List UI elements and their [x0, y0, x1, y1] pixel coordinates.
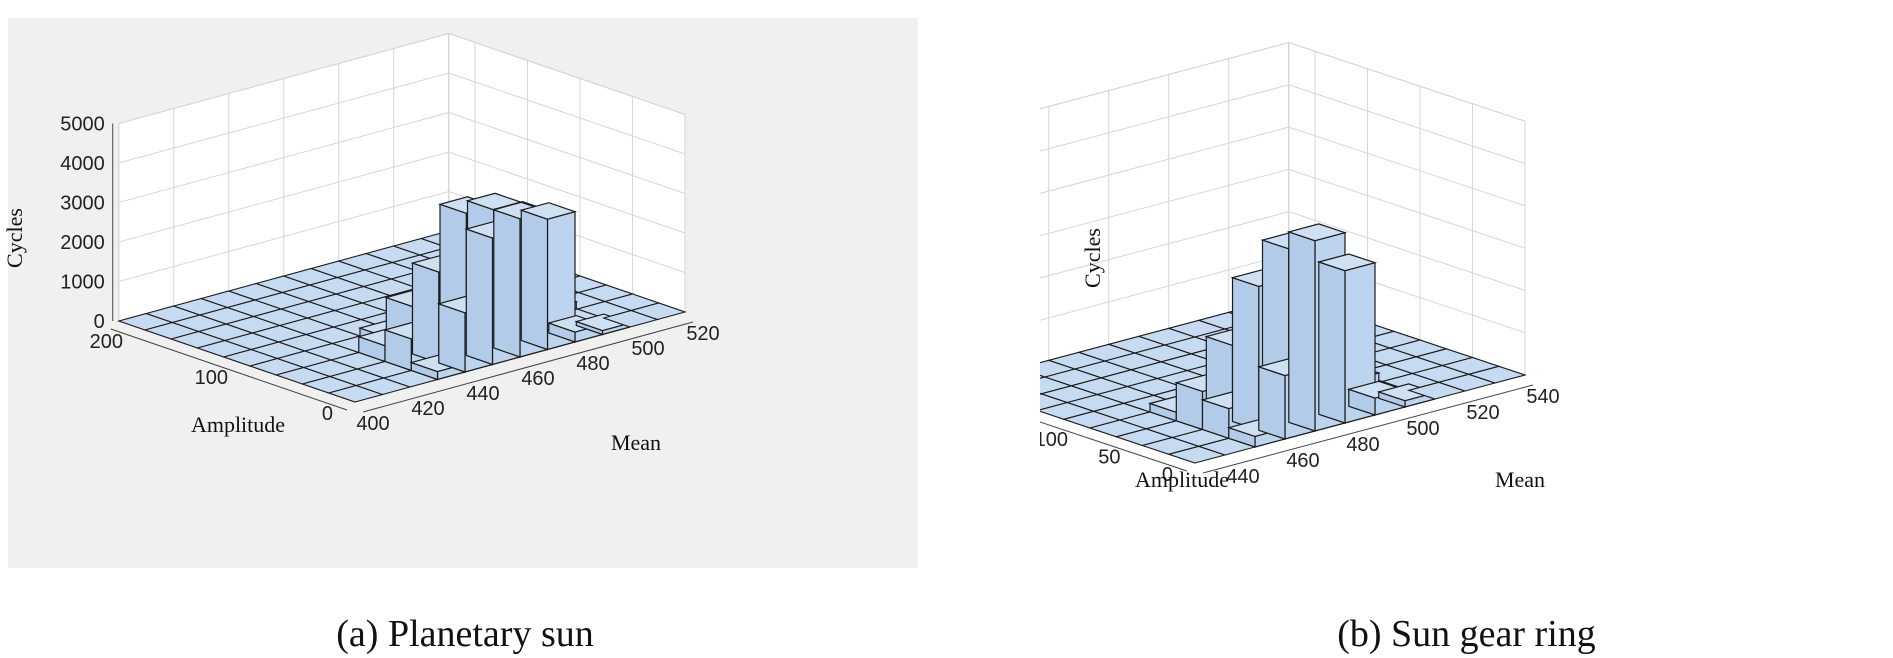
bar-face-side [438, 302, 466, 373]
z-tick-label: 0 [94, 311, 105, 333]
chart-panel-a: 0 1000 2000 3000 4000 5000 400 420 440 460 480 500 5… [0, 0, 930, 658]
floor-cell [1466, 365, 1527, 384]
z-tick-label: 4000 [60, 153, 105, 175]
amplitude-tick-label: 0 [322, 403, 333, 425]
mean-tick-label: 400 [356, 413, 389, 435]
amplitude-tick-label: 200 [90, 331, 123, 353]
amplitude-tick-label: 0 [1162, 464, 1173, 486]
z-tick-label: 1000 [60, 272, 105, 294]
amplitude-tick-label: 50 [1098, 447, 1120, 469]
bar-face-side [520, 209, 549, 351]
floor-cell-face [629, 302, 687, 321]
mean-tick-label: 500 [1406, 418, 1439, 440]
mean-axis-title: Mean [1495, 467, 1545, 492]
bar-face-top [574, 313, 633, 332]
mean-tick-label: 500 [631, 338, 664, 360]
bar-face-side [465, 228, 494, 366]
bar-face-side [1231, 276, 1260, 432]
amplitude-axis-line [1040, 421, 1188, 472]
z-tick-label: 5000 [60, 114, 105, 136]
mean-tick-label: 520 [686, 323, 719, 345]
floor-cell [629, 302, 687, 321]
mean-tick-label: 440 [1226, 466, 1259, 488]
mean-tick-label: 440 [466, 383, 499, 405]
mean-tick-label: 540 [1526, 386, 1559, 408]
bar-face-top [519, 202, 578, 220]
bar-face-side [1288, 231, 1316, 432]
bar-face-side [1258, 365, 1286, 440]
amplitude-axis-title: Amplitude [1135, 467, 1229, 492]
z-axis-title: Cycles [2, 208, 27, 268]
caption-a: (a) Planetary sun [336, 613, 594, 655]
amplitude-axis-line [110, 328, 348, 411]
mean-axis-line [1202, 384, 1534, 474]
mean-tick-label: 520 [1466, 402, 1499, 424]
mean-tick-label: 460 [521, 368, 554, 390]
mean-tick-label: 420 [411, 398, 444, 420]
mean-axis-line [362, 321, 694, 413]
amplitude-tick-label: 100 [1040, 429, 1068, 451]
bar-face-side [1318, 261, 1346, 424]
floor-cell-face [1466, 365, 1527, 384]
mean-tick-label: 480 [1346, 434, 1379, 456]
z-tick-label: 2000 [60, 232, 105, 254]
bar-face-top [1286, 223, 1348, 242]
bar-face-top [1316, 253, 1378, 272]
caption-b: (b) Sun gear ring [1337, 613, 1596, 655]
bar-face-side [411, 262, 440, 364]
amplitude-tick-label: 100 [195, 367, 228, 389]
mean-axis-title: Mean [611, 430, 661, 455]
z-axis-title: Cycles [1080, 228, 1105, 288]
bar [574, 313, 633, 336]
mean-tick-label: 480 [576, 353, 609, 375]
bar [519, 202, 578, 351]
bar3d-chart-a: 0100020003000400050004004204404604805005… [2, 32, 720, 455]
bar-face-side [493, 208, 521, 358]
bar [1316, 253, 1378, 424]
mean-tick-label: 460 [1286, 450, 1319, 472]
amplitude-axis-title: Amplitude [191, 412, 285, 437]
chart-panel-b: 0100020003000400050006000440460480500520… [1040, 0, 1893, 658]
z-tick-label: 3000 [60, 193, 105, 215]
bar3d-chart-b: 0100020003000400050006000440460480500520… [1040, 41, 1560, 492]
